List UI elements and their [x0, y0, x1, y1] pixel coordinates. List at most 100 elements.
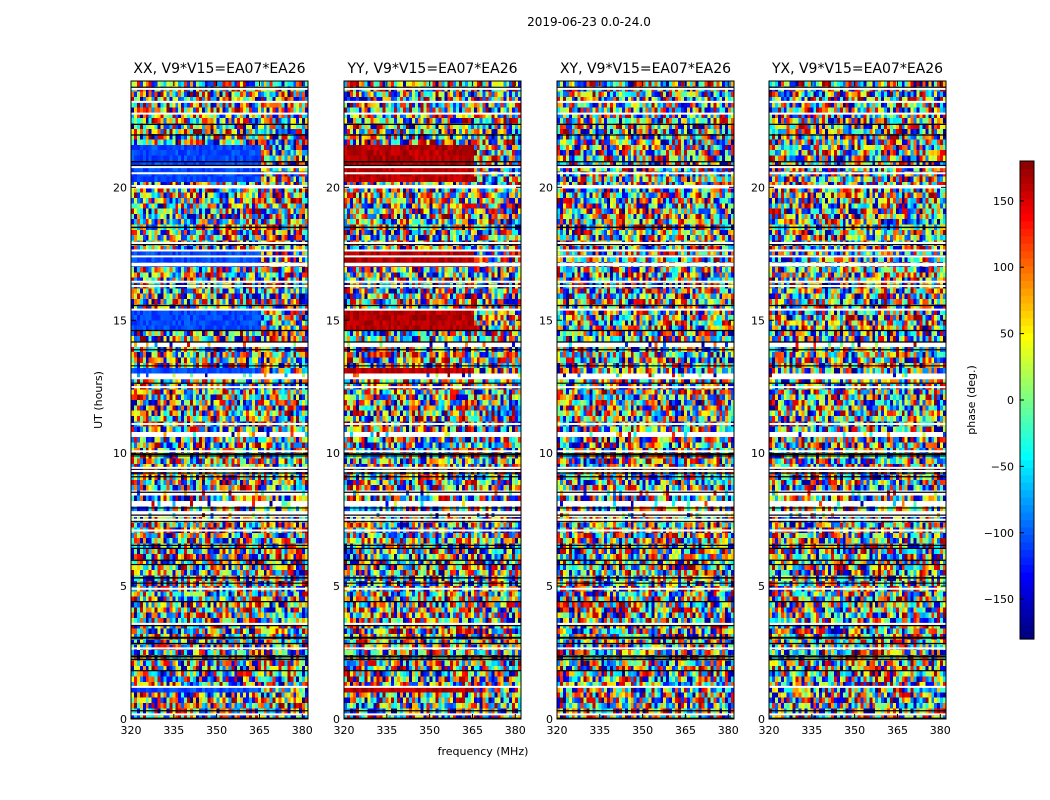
- colorbar-segment: [1020, 631, 1034, 640]
- colorbar-segment: [1020, 571, 1034, 580]
- colorbar-segment: [1020, 265, 1034, 274]
- colorbar-segment: [1020, 273, 1034, 282]
- colorbar-segment: [1020, 579, 1034, 588]
- colorbar-segment: [1020, 519, 1034, 528]
- y-tick-label: 5: [333, 580, 340, 593]
- colorbar-segment: [1020, 287, 1034, 297]
- panel-frame: [343, 80, 522, 720]
- y-axis-label: UT (hours): [92, 371, 105, 429]
- colorbar-segment: [1020, 347, 1034, 356]
- colorbar-segment: [1020, 489, 1034, 498]
- colorbar-segment: [1020, 332, 1034, 341]
- x-tick-label: 350: [419, 724, 440, 737]
- colorbar-tick-label: 150: [993, 195, 1014, 208]
- x-tick-label: 350: [206, 724, 227, 737]
- colorbar-segment: [1020, 422, 1034, 431]
- colorbar-segment: [1020, 400, 1034, 409]
- colorbar-segment: [1020, 280, 1034, 289]
- panel-frame: [556, 80, 735, 720]
- panel-4: YX, V9*V15=EA07*EA26 320 335 350 365 380 0 5 10 1…: [751, 61, 951, 737]
- colorbar-segment: [1020, 220, 1034, 229]
- colorbar-segment: [1020, 183, 1034, 192]
- colorbar-segment: [1020, 250, 1034, 259]
- x-tick-label: 365: [887, 724, 908, 737]
- colorbar-segment: [1020, 616, 1034, 625]
- x-tick-label: 350: [632, 724, 653, 737]
- panels-group: XX, V9*V15=EA07*EA26 320 335 350 365 380 0 5 10 1…: [113, 61, 951, 737]
- colorbar-segment: [1020, 556, 1034, 565]
- x-tick-label: 365: [249, 724, 270, 737]
- colorbar-segment: [1020, 161, 1034, 170]
- figure-title: 2019-06-23 0.0-24.0: [527, 15, 651, 29]
- colorbar-segment: [1020, 437, 1034, 446]
- panel-2: YY, V9*V15=EA07*EA26 320 335 350 365 380 0 5 10 1…: [326, 61, 526, 737]
- colorbar-segment: [1020, 429, 1034, 438]
- colorbar-segment: [1020, 512, 1034, 521]
- y-tick-label: 10: [539, 447, 553, 460]
- y-tick-label: 15: [113, 314, 127, 327]
- colorbar-segment: [1020, 601, 1034, 610]
- x-tick-label: 320: [334, 724, 355, 737]
- colorbar-segment: [1020, 310, 1034, 319]
- x-tick-label: 320: [547, 724, 568, 737]
- y-tick-label: 15: [539, 314, 553, 327]
- colorbar-segment: [1020, 444, 1034, 453]
- colorbar-segment: [1020, 355, 1034, 364]
- colorbar-segment: [1020, 235, 1034, 244]
- colorbar-segment: [1020, 205, 1034, 214]
- colorbar-segment: [1020, 564, 1034, 573]
- colorbar-segment: [1020, 317, 1034, 326]
- colorbar-tick-label: −150: [984, 593, 1014, 606]
- y-tick-label: 10: [751, 447, 765, 460]
- y-tick-label: 5: [546, 580, 553, 593]
- colorbar-segment: [1020, 482, 1034, 491]
- x-tick-label: 380: [292, 724, 313, 737]
- x-tick-label: 350: [844, 724, 865, 737]
- colorbar-tick-label: 100: [993, 261, 1014, 274]
- colorbar-segment: [1020, 526, 1034, 536]
- x-tick-label: 365: [675, 724, 696, 737]
- y-tick-label: 15: [751, 314, 765, 327]
- y-tick-label: 0: [120, 713, 127, 726]
- colorbar-segment: [1020, 594, 1034, 603]
- colorbar-segment: [1020, 243, 1034, 252]
- colorbar-segment: [1020, 168, 1034, 177]
- x-axis-label: frequency (MHz): [438, 745, 529, 758]
- colorbar-segment: [1020, 497, 1034, 506]
- colorbar-segment: [1020, 325, 1034, 334]
- colorbar-segment: [1020, 385, 1034, 394]
- colorbar-segment: [1020, 586, 1034, 595]
- colorbar-segment: [1020, 258, 1034, 267]
- x-tick-label: 365: [462, 724, 483, 737]
- panel-title: XY, V9*V15=EA07*EA26: [560, 61, 731, 77]
- colorbar-segment: [1020, 340, 1034, 349]
- y-tick-label: 10: [113, 447, 127, 460]
- colorbar-segment: [1020, 541, 1034, 550]
- panel-frame: [768, 80, 947, 720]
- colorbar-segment: [1020, 302, 1034, 311]
- panel-title: XX, V9*V15=EA07*EA26: [133, 61, 305, 77]
- colorbar-segment: [1020, 467, 1034, 476]
- colorbar-segment: [1020, 534, 1034, 543]
- x-tick-label: 380: [505, 724, 526, 737]
- x-tick-label: 380: [930, 724, 951, 737]
- colorbar-segment: [1020, 392, 1034, 401]
- colorbar-segment: [1020, 190, 1034, 199]
- colorbar-segment: [1020, 175, 1034, 185]
- y-tick-label: 0: [546, 713, 553, 726]
- panel-frame: [130, 80, 309, 720]
- y-tick-label: 10: [326, 447, 340, 460]
- colorbar-tick-label: 0: [1007, 394, 1014, 407]
- colorbar-tick-label: 50: [1000, 328, 1014, 341]
- colorbar-segment: [1020, 459, 1034, 468]
- panel-title: YY, V9*V15=EA07*EA26: [346, 61, 517, 77]
- colorbar-segment: [1020, 213, 1034, 222]
- y-tick-label: 5: [120, 580, 127, 593]
- y-tick-label: 20: [539, 181, 553, 194]
- panel-title: YX, V9*V15=EA07*EA26: [771, 61, 943, 77]
- colorbar-segment: [1020, 228, 1034, 237]
- colorbar-segment: [1020, 624, 1034, 633]
- x-tick-label: 335: [376, 724, 397, 737]
- x-tick-label: 380: [718, 724, 739, 737]
